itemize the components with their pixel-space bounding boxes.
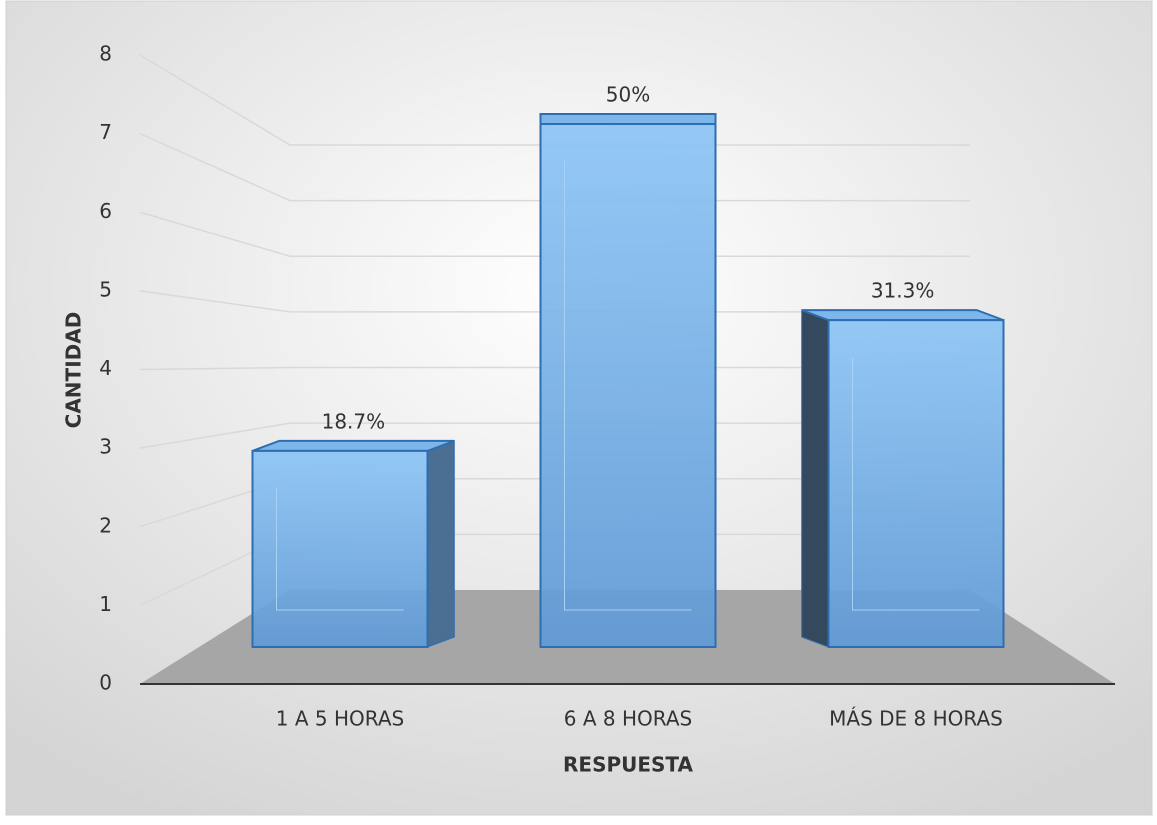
grid-line — [139, 290, 970, 313]
grid-line — [139, 211, 970, 257]
grid-line — [139, 132, 970, 202]
y-tick-label: 5 — [99, 277, 112, 301]
bar-side — [801, 309, 829, 648]
bar — [827, 319, 1005, 648]
y-tick-label: 4 — [99, 356, 112, 380]
bar-inner-edge — [276, 487, 404, 611]
y-tick-label: 3 — [99, 435, 112, 459]
grid-line — [139, 54, 970, 146]
x-tick-label: 1 A 5 HORAS — [276, 707, 404, 731]
y-tick-label: 7 — [99, 120, 112, 144]
x-axis-title: RESPUESTA — [563, 753, 694, 777]
bar-inner-edge — [564, 161, 692, 611]
data-label: 50% — [606, 83, 650, 107]
y-tick-label: 6 — [99, 199, 112, 223]
y-tick-label: 1 — [99, 592, 112, 616]
bar-top — [252, 439, 455, 452]
y-tick-label: 0 — [99, 671, 112, 695]
y-tick-label: 8 — [99, 42, 112, 66]
bar-side — [427, 440, 455, 648]
data-label: 18.7% — [322, 409, 386, 433]
bar-inner-edge — [852, 357, 980, 611]
x-tick-label: 6 A 8 HORAS — [564, 707, 692, 731]
bar — [539, 123, 717, 648]
bar-top — [801, 309, 1004, 322]
y-axis-title: CANTIDAD — [62, 312, 86, 429]
grid-line — [139, 366, 970, 371]
bar — [251, 449, 429, 648]
x-tick-label: MÁS DE 8 HORAS — [829, 707, 1003, 731]
data-label: 31.3% — [871, 279, 935, 303]
grid-line — [139, 422, 970, 449]
y-tick-label: 2 — [99, 513, 112, 537]
bar-top — [539, 113, 717, 125]
